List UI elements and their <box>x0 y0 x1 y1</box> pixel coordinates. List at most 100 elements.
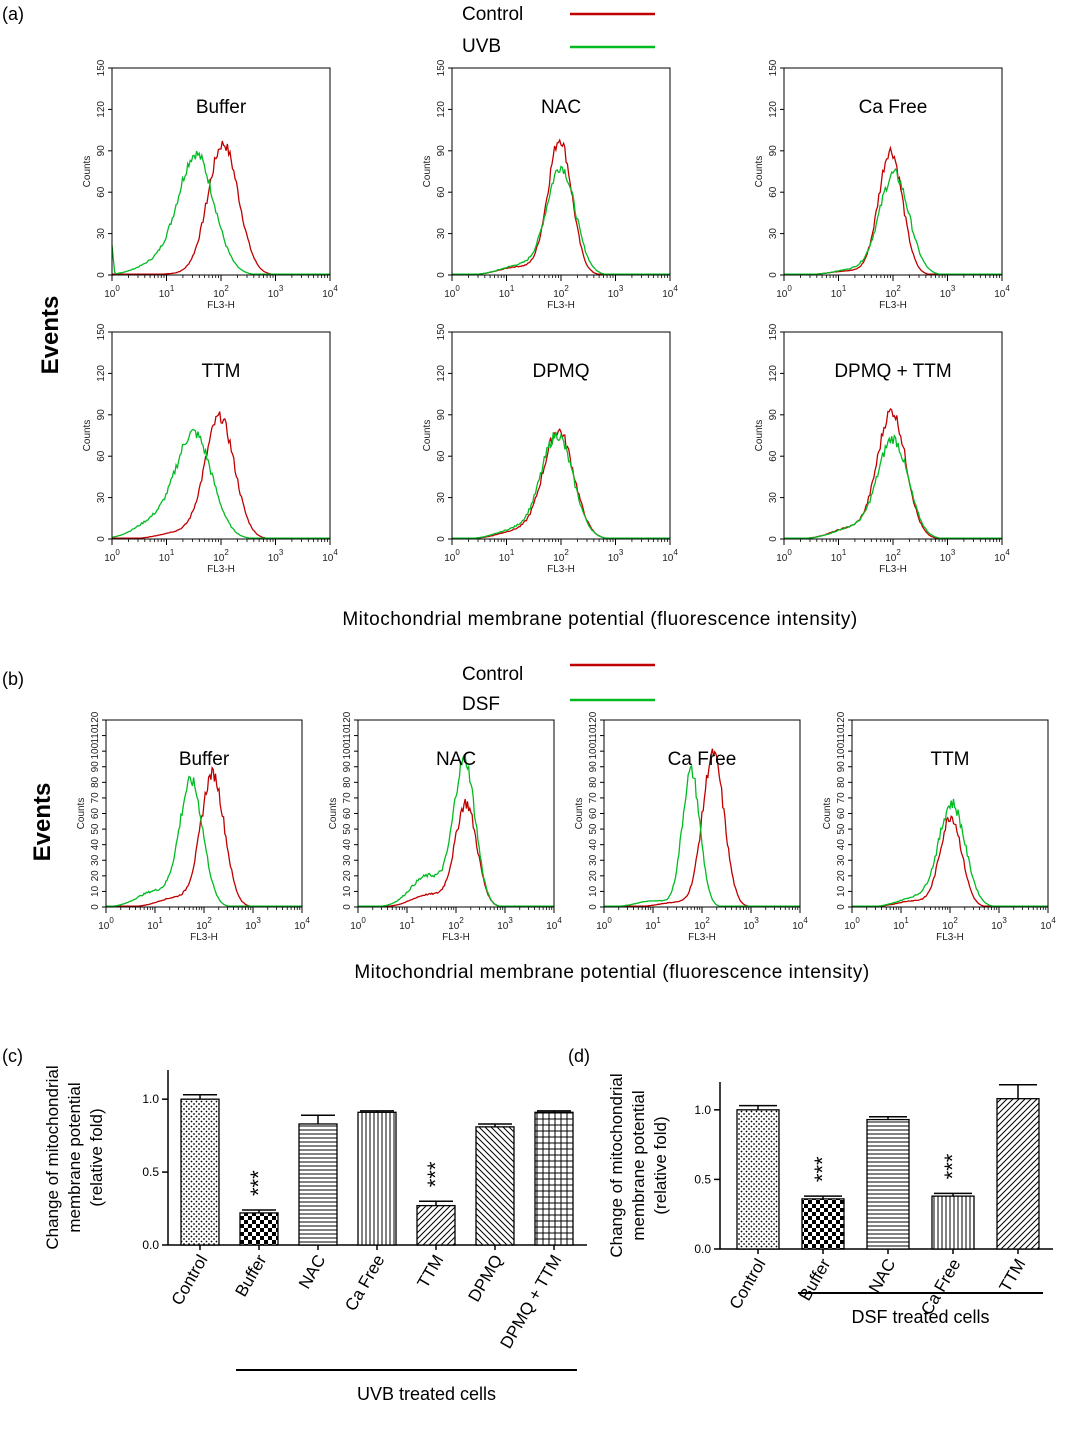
x-tick-label: 103 <box>608 284 624 300</box>
x-tick-label: 103 <box>940 548 956 564</box>
bar-y-label-line: membrane potential <box>65 1082 84 1232</box>
y-tick-label: 60 <box>342 808 353 820</box>
x-tick-exponent: 2 <box>953 916 958 925</box>
histogram-curve-uvb <box>111 428 330 539</box>
histogram-curve-control <box>112 140 330 275</box>
y-tick-label: 50 <box>836 823 847 835</box>
x-tick-exponent: 3 <box>754 916 759 925</box>
bar-ca-free <box>357 1111 397 1246</box>
y-tick-label: 30 <box>90 854 101 866</box>
bar-ttm <box>996 1098 1040 1250</box>
histogram-curve-uvb <box>784 167 1002 275</box>
histogram-curve-control <box>852 815 1048 907</box>
y-tick-label: 30 <box>768 228 779 240</box>
histogram-title: Ca Free <box>859 97 928 118</box>
x-tick-exponent: 3 <box>256 916 261 925</box>
y-tick-label: 70 <box>588 792 599 804</box>
bar-ca-free <box>931 1195 975 1250</box>
y-tick-label: 60 <box>768 186 779 198</box>
x-tick-label: 101 <box>159 284 175 300</box>
histogram-title: Buffer <box>179 749 230 770</box>
histogram-a-ttm: TTM0306090120150Counts100101102103104FL3… <box>82 323 338 575</box>
y-tick-label: 100 <box>588 742 599 759</box>
histogram-x-label: FL3-H <box>936 932 964 943</box>
x-tick-exponent: 1 <box>656 916 661 925</box>
x-tick-label: 100 <box>776 284 792 300</box>
x-tick-exponent: 3 <box>619 284 624 293</box>
x-tick-label: 102 <box>553 548 569 564</box>
y-tick-label: 150 <box>96 323 107 340</box>
x-tick-exponent: 0 <box>607 916 612 925</box>
x-tick-exponent: 0 <box>109 916 114 925</box>
y-tick-label: 80 <box>342 776 353 788</box>
histogram-panels: Buffer0306090120150Counts100101102103104… <box>76 59 1056 943</box>
y-tick-label: 10 <box>836 885 847 897</box>
histogram-b-ca-free: Ca Free0102030405060708090100110120Count… <box>574 711 808 943</box>
x-tick-exponent: 4 <box>333 548 338 557</box>
y-tick-label: 0 <box>768 536 779 542</box>
x-tick-exponent: 2 <box>207 916 212 925</box>
y-tick-label: 40 <box>342 839 353 851</box>
bar-nac <box>866 1118 910 1250</box>
x-tick-exponent: 1 <box>170 284 175 293</box>
x-tick-exponent: 1 <box>158 916 163 925</box>
bar-dpmq <box>475 1126 515 1246</box>
histogram-title: Ca Free <box>668 749 737 770</box>
x-tick-exponent: 3 <box>279 284 284 293</box>
x-tick-exponent: 0 <box>455 548 460 557</box>
x-tick-exponent: 4 <box>803 916 808 925</box>
x-tick-exponent: 1 <box>904 916 909 925</box>
x-tick-label: 104 <box>322 548 338 564</box>
histogram-y-label: Counts <box>82 156 93 188</box>
y-tick-label: 60 <box>436 450 447 462</box>
y-tick-label: 120 <box>836 711 847 728</box>
y-tick-label: 50 <box>90 823 101 835</box>
y-tick-label: 30 <box>836 854 847 866</box>
y-tick-label: 120 <box>768 101 779 118</box>
y-tick-label: 150 <box>768 323 779 340</box>
group-label: UVB treated cells <box>357 1384 496 1404</box>
y-tick-label: 60 <box>836 808 847 820</box>
histogram-curve-dsf <box>852 798 1048 907</box>
y-tick-label: 70 <box>90 792 101 804</box>
y-tick-label: 60 <box>96 450 107 462</box>
histogram-title: TTM <box>930 749 969 770</box>
x-tick-label: 102 <box>885 548 901 564</box>
y-tick-label: 90 <box>768 409 779 421</box>
y-tick-label: 10 <box>90 885 101 897</box>
y-tick-label: 0 <box>90 904 101 910</box>
bar-category-label: DPMQ + TTM <box>497 1252 566 1352</box>
histogram-curve-control <box>784 145 1002 275</box>
bar-control <box>180 1098 220 1246</box>
significance-marker: *** <box>810 1156 835 1182</box>
x-tick-exponent: 2 <box>896 548 901 557</box>
x-tick-exponent: 1 <box>410 916 415 925</box>
y-tick-label: 100 <box>342 742 353 759</box>
histogram-x-label: FL3-H <box>442 932 470 943</box>
x-tick-exponent: 0 <box>115 284 120 293</box>
bar-y-tick-label: 0.0 <box>142 1238 159 1252</box>
y-tick-label: 90 <box>436 145 447 157</box>
x-tick-exponent: 4 <box>1005 284 1010 293</box>
x-tick-exponent: 4 <box>673 284 678 293</box>
histogram-curve-uvb <box>111 150 330 275</box>
x-tick-label: 103 <box>743 916 759 932</box>
bar-category-label: Control <box>726 1256 770 1313</box>
panel-label-b: (b) <box>2 669 24 689</box>
y-tick-label: 90 <box>836 761 847 773</box>
histogram-curve-control <box>112 411 330 539</box>
x-tick-label: 100 <box>844 916 860 932</box>
y-tick-label: 110 <box>588 727 599 743</box>
legend-b-dsf-label: DSF <box>462 694 500 715</box>
x-tick-label: 100 <box>444 548 460 564</box>
x-tick-exponent: 0 <box>787 548 792 557</box>
histogram-y-label: Counts <box>754 420 765 452</box>
y-tick-label: 120 <box>436 101 447 118</box>
x-tick-exponent: 4 <box>1005 548 1010 557</box>
x-tick-label: 104 <box>322 284 338 300</box>
x-tick-label: 102 <box>448 916 464 932</box>
histogram-x-label: FL3-H <box>190 932 218 943</box>
bar-y-tick-label: 1.0 <box>142 1092 159 1106</box>
y-tick-label: 90 <box>96 145 107 157</box>
x-tick-exponent: 1 <box>170 548 175 557</box>
